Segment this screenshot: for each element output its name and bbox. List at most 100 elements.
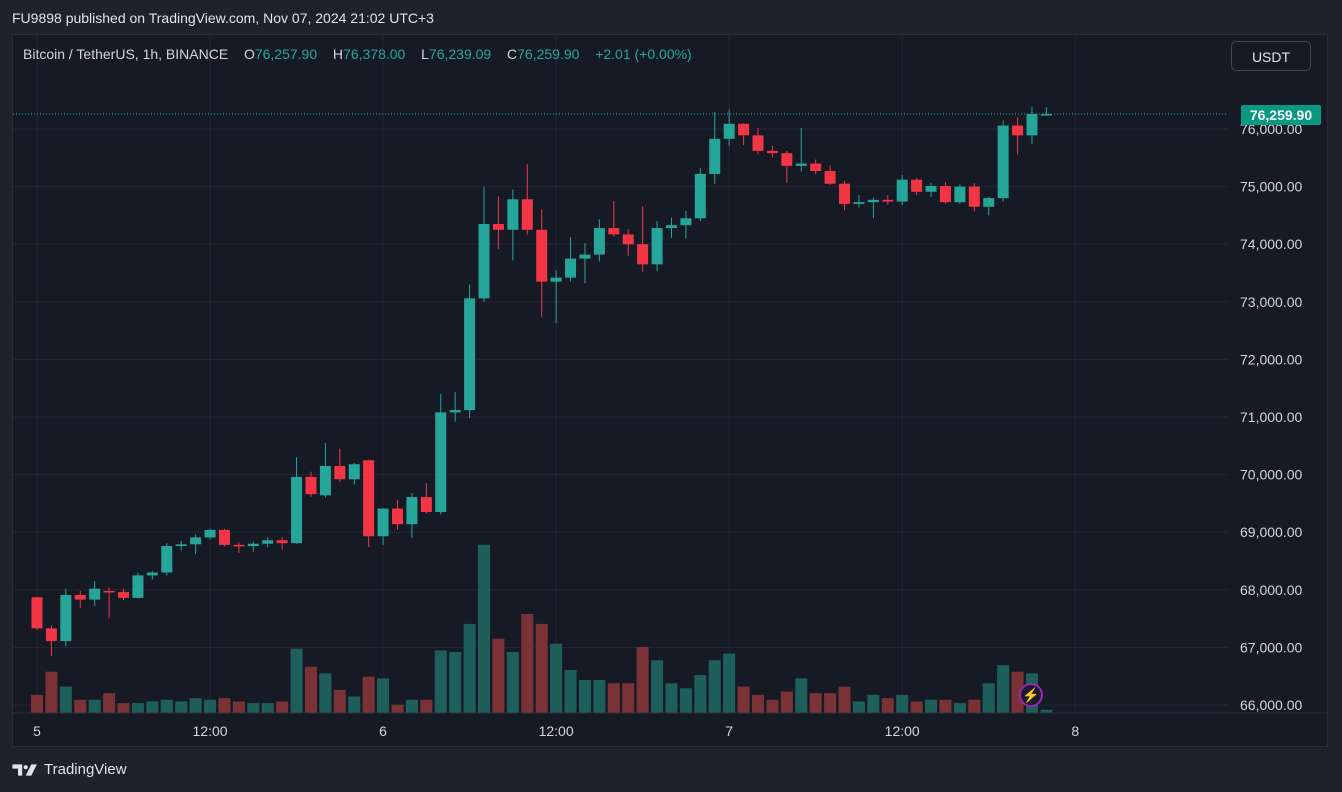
candle-body [911, 179, 923, 192]
time-axis-label: 8 [1071, 723, 1079, 739]
volume-bar [679, 688, 692, 713]
time-axis-label: 12:00 [193, 723, 228, 739]
candle-body [925, 186, 937, 192]
change-value: +2.01 (+0.00%) [595, 46, 692, 62]
volume-bar [146, 701, 159, 713]
price-axis-label: 73,000.00 [1240, 294, 1302, 310]
candle-body [478, 224, 490, 299]
candle-body [954, 186, 966, 203]
volume-bar [333, 689, 346, 713]
candle-body [896, 179, 908, 202]
price-axis-label: 74,000.00 [1240, 236, 1302, 252]
candle-body [824, 171, 836, 184]
candle-body [103, 590, 115, 593]
volume-bar [405, 699, 418, 713]
volume-bar [867, 694, 880, 713]
candle-body [968, 186, 980, 207]
candle-body [247, 543, 259, 547]
price-axis-label: 67,000.00 [1240, 639, 1302, 655]
candle-body [983, 198, 995, 207]
volume-bar [290, 648, 303, 713]
candle-body [45, 628, 57, 642]
volume-bar [1011, 671, 1024, 713]
currency-button[interactable]: USDT [1231, 41, 1311, 71]
candle-body [1026, 114, 1038, 136]
candlestick-chart[interactable]: 66,000.00 67,000.00 68,000.00 69,000.00 70,0… [13, 35, 1327, 746]
candle-body [118, 592, 130, 598]
volume-bar [189, 698, 202, 713]
candle-body [175, 544, 187, 547]
high-label: H [332, 46, 344, 62]
price-axis-label: 70,000.00 [1240, 467, 1302, 483]
volume-bar [420, 699, 433, 713]
candle-body [521, 199, 533, 230]
price-axis-label: 75,000.00 [1240, 179, 1302, 195]
volume-bar [968, 699, 981, 713]
candle-body [795, 163, 807, 166]
volume-bar [578, 680, 591, 713]
volume-bar [521, 614, 534, 713]
close-value: 76,259.90 [517, 46, 580, 62]
volume-bar [651, 660, 664, 713]
volume-bar [881, 698, 894, 713]
volume-bar [74, 699, 87, 713]
volume-bar [550, 643, 563, 713]
candle-body [550, 277, 562, 282]
volume-bar [319, 673, 332, 713]
volume-bar [636, 647, 649, 713]
volume-bar [103, 693, 116, 713]
open-value: 76,257.90 [254, 46, 318, 62]
symbol-name[interactable]: Bitcoin / TetherUS, 1h, BINANCE [23, 46, 229, 62]
candle-body [392, 508, 403, 525]
candle-body [74, 594, 86, 600]
last-price-label: 76,259.90 [1241, 105, 1321, 125]
candle-body [1012, 125, 1024, 136]
volume-bar [59, 686, 72, 713]
candle-body [363, 460, 375, 537]
candle-body [738, 123, 750, 136]
volume-bar [535, 623, 548, 713]
volume-bar [852, 701, 865, 713]
volume-bar [247, 703, 260, 713]
volume-bar [232, 701, 245, 713]
candle-body [680, 218, 692, 226]
close-label: C [507, 46, 518, 62]
lightning-icon[interactable]: ⚡ [1019, 683, 1043, 707]
volume-bar [607, 683, 620, 713]
volume-bar [795, 678, 808, 713]
candle-body [853, 202, 865, 204]
price-axis-label: 66,000.00 [1240, 697, 1302, 713]
volume-bar [622, 683, 635, 713]
volume-bar [434, 650, 447, 713]
chart-panel[interactable]: 66,000.00 67,000.00 68,000.00 69,000.00 70,0… [12, 34, 1328, 747]
time-axis-label: 12:00 [539, 723, 574, 739]
candle-body [507, 199, 519, 230]
candle-body [593, 228, 605, 255]
candle-body [637, 244, 649, 265]
candle-body [190, 537, 202, 545]
volume-bar [362, 676, 375, 713]
candle-body [810, 163, 822, 172]
volume-bar [723, 653, 736, 713]
candle-body [60, 594, 72, 642]
volume-bar [824, 693, 837, 713]
time-axis-label: 6 [379, 723, 387, 739]
volume-bar [910, 701, 923, 713]
volume-bar [391, 704, 404, 713]
candle-body [406, 497, 418, 525]
tradingview-branding[interactable]: TradingView [12, 761, 127, 778]
price-axis-label: 69,000.00 [1240, 524, 1302, 540]
price-axis-label: 76,000.00 [1240, 121, 1302, 137]
candle-body [752, 135, 764, 151]
candle-body [536, 229, 548, 282]
volume-bar [31, 694, 43, 713]
volume-bar [694, 675, 707, 713]
volume-bar [449, 651, 462, 713]
candle-body [867, 199, 879, 203]
volume-bar [708, 660, 721, 713]
time-axis-label: 12:00 [885, 723, 920, 739]
candle-body [839, 183, 851, 204]
volume-bar [131, 703, 144, 713]
tradingview-logo-icon [12, 763, 37, 776]
volume-bar [117, 703, 130, 713]
